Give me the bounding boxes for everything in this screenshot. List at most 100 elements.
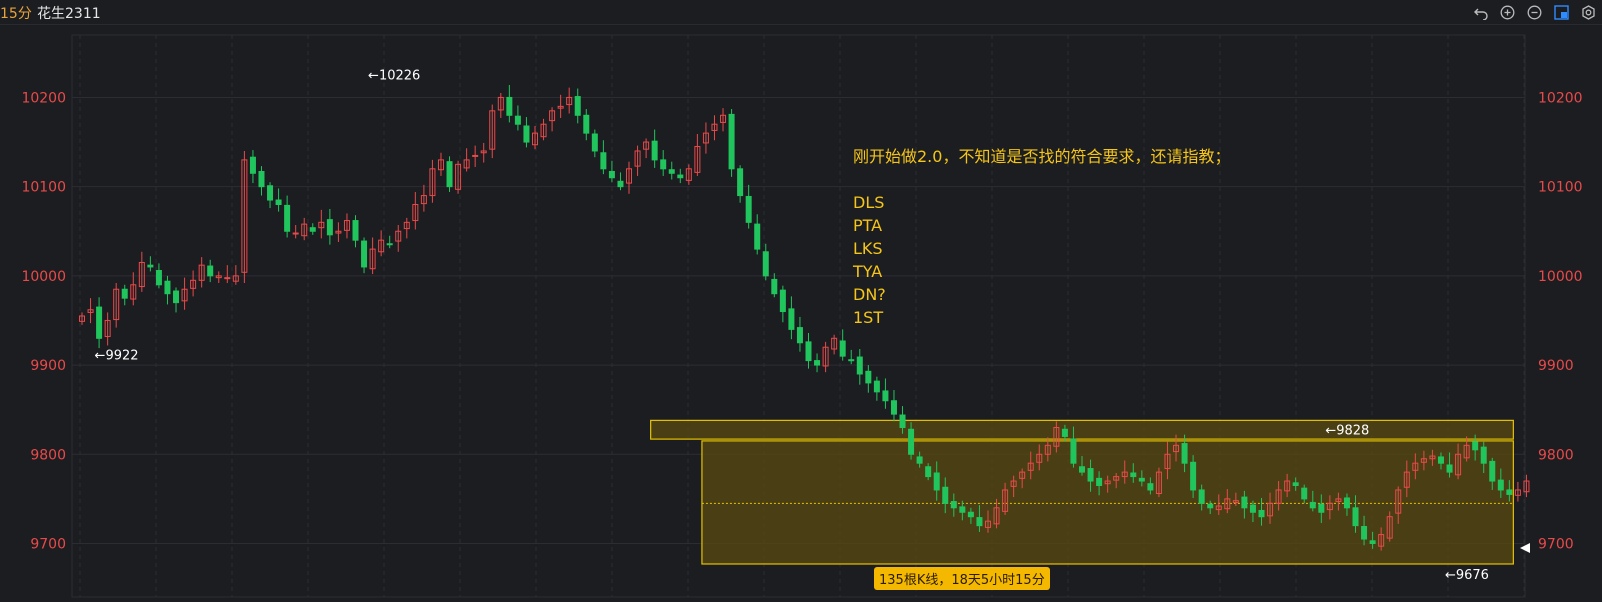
candle-body [181,288,188,302]
settings-icon[interactable] [1579,3,1598,22]
candle [1215,494,1222,515]
candle-body [634,150,641,167]
candle [1497,468,1504,498]
candle [437,152,444,176]
candle-body [856,356,863,375]
candle [942,477,949,514]
candle-body [1437,456,1444,464]
candle-body [378,239,385,253]
candle [771,273,778,298]
candle [788,296,795,340]
candle [1164,441,1171,480]
candle-body [1343,497,1350,509]
candle [1207,500,1214,515]
candle [1420,450,1427,471]
candle-body [224,277,231,280]
candle [207,259,214,283]
candle [549,107,556,132]
interval-label[interactable]: 15分 [0,6,32,22]
candle-body [822,346,829,367]
candle [301,217,308,241]
candle [583,109,590,141]
candle [420,184,427,212]
candle [1138,470,1145,487]
candle-body [1480,446,1487,464]
note-line: 刚开始做2.0，不知道是否找的符合要求，还请指教； [853,147,1231,166]
candle-body [1309,501,1316,509]
candle [455,160,462,194]
symbol-label[interactable]: 花生2311 [37,6,101,22]
candle-body [1053,427,1060,447]
candle [890,390,897,422]
candle-body [514,115,521,125]
candle [882,378,889,409]
candle-body [967,511,974,518]
y-tick-label-right: 10100 [1538,180,1583,196]
layout-icon[interactable] [1552,3,1571,22]
candle-body [1061,428,1068,437]
candle-body [1352,507,1359,527]
candle [685,164,692,185]
candle-body [916,456,923,464]
candle-body [1113,476,1120,481]
candle [531,125,538,150]
candle [660,150,667,176]
candle-body [1207,503,1214,509]
candle [779,285,786,323]
candle-body [1275,489,1282,504]
y-tick-label-left: 9800 [30,447,66,463]
candle [1104,475,1111,493]
candle [626,161,633,194]
candle [1198,484,1205,511]
candle-body [1232,500,1239,503]
candle [591,129,598,158]
candle-body [626,168,633,184]
candle-body [694,146,701,173]
candle-body [386,243,393,246]
undo-icon[interactable] [1471,3,1490,22]
candle [155,263,162,289]
candle [497,92,504,118]
candle [249,150,256,184]
candle-body [950,501,957,509]
candle [873,376,880,401]
candle-body [1224,498,1231,510]
zoom-in-icon[interactable] [1498,3,1517,22]
candle-body [79,315,85,322]
candlestick-chart[interactable]: 9700 9700 9800 9800 9900 9900 10000 10000 10100 1… [0,25,1602,602]
candle [1010,475,1017,498]
candle [326,208,333,245]
candle-body [113,288,120,321]
candle [1326,495,1333,520]
candle [677,168,684,184]
candle-body [925,466,932,478]
candle-body [412,203,419,222]
candle [762,243,769,281]
candle-body [899,414,906,429]
candle-body [865,370,872,384]
candle [1343,493,1350,516]
candle [1036,444,1043,471]
candle-body [685,168,692,181]
candle-body [1284,480,1291,492]
candle [839,329,846,361]
candle-body [1173,444,1180,453]
candle [848,349,855,365]
zoom-out-icon[interactable] [1525,3,1544,22]
candle-body [437,159,444,171]
candle-body [754,223,761,250]
note-line: DLS [853,193,885,212]
candle [1130,463,1137,483]
candle [241,150,248,283]
candle [822,341,829,373]
y-tick-label-right: 9800 [1538,447,1574,463]
candle [1224,489,1231,514]
candle [1096,471,1103,496]
candle-body [352,220,359,241]
candle [190,270,197,297]
candle-body [275,199,282,205]
candle-body [1079,466,1086,473]
candle-body [557,105,564,109]
candle [1173,434,1180,462]
note-line: 1ST [853,308,884,327]
